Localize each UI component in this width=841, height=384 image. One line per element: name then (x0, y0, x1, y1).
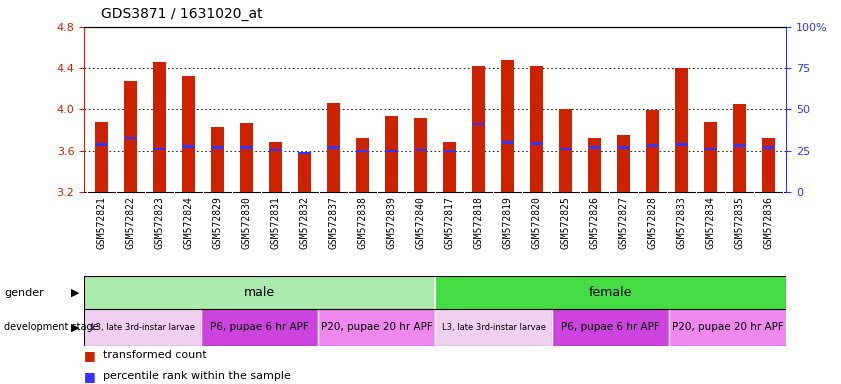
Bar (385, 150, 398, 152)
Bar (269, 149, 282, 151)
Bar (647, 144, 659, 147)
Bar (240, 123, 253, 192)
Text: GSM572833: GSM572833 (677, 196, 687, 249)
Bar (182, 146, 195, 148)
Text: GSM572835: GSM572835 (735, 196, 745, 249)
Text: GDS3871 / 1631020_at: GDS3871 / 1631020_at (101, 7, 262, 21)
Text: GSM572837: GSM572837 (329, 196, 339, 249)
Text: GSM572823: GSM572823 (155, 196, 165, 249)
Text: GSM572817: GSM572817 (445, 196, 455, 249)
Bar (436, 276, 786, 309)
Bar (327, 146, 340, 149)
Bar (84, 309, 201, 346)
Text: GSM572830: GSM572830 (241, 196, 251, 249)
Bar (705, 122, 717, 192)
Bar (501, 141, 514, 144)
Bar (559, 109, 573, 192)
Bar (269, 142, 282, 192)
Bar (436, 309, 553, 346)
Bar (318, 309, 436, 346)
Text: GSM572818: GSM572818 (473, 196, 484, 249)
Text: P20, pupae 20 hr APF: P20, pupae 20 hr APF (320, 322, 432, 333)
Text: L3, late 3rd-instar larvae: L3, late 3rd-instar larvae (91, 323, 194, 332)
Text: GSM572840: GSM572840 (415, 196, 426, 249)
Bar (675, 143, 688, 146)
Text: P20, pupae 20 hr APF: P20, pupae 20 hr APF (672, 322, 784, 333)
Text: GSM572838: GSM572838 (357, 196, 368, 249)
Text: transformed count: transformed count (103, 350, 206, 360)
Text: ■: ■ (84, 349, 100, 362)
Bar (589, 138, 601, 192)
Bar (211, 127, 224, 192)
Bar (211, 146, 224, 149)
Text: gender: gender (4, 288, 44, 298)
Bar (733, 104, 747, 192)
Text: P6, pupae 6 hr APF: P6, pupae 6 hr APF (562, 322, 660, 333)
Bar (531, 66, 543, 192)
Bar (356, 138, 369, 192)
Text: ▶: ▶ (71, 322, 80, 333)
Bar (414, 118, 427, 192)
Text: female: female (589, 286, 632, 299)
Text: GSM572839: GSM572839 (387, 196, 397, 249)
Text: GSM572822: GSM572822 (125, 196, 135, 249)
Bar (95, 122, 108, 192)
Bar (733, 144, 746, 147)
Bar (553, 309, 669, 346)
Text: GSM572826: GSM572826 (590, 196, 600, 249)
Bar (559, 147, 572, 150)
Text: GSM572828: GSM572828 (648, 196, 658, 249)
Bar (357, 150, 369, 152)
Text: GSM572819: GSM572819 (503, 196, 513, 249)
Bar (763, 146, 775, 149)
Bar (675, 68, 689, 192)
Bar (84, 276, 436, 309)
Bar (95, 143, 108, 146)
Bar (201, 309, 318, 346)
Bar (124, 81, 137, 192)
Text: GSM572825: GSM572825 (561, 196, 571, 249)
Bar (669, 309, 786, 346)
Bar (153, 62, 166, 192)
Bar (472, 66, 485, 192)
Text: P6, pupae 6 hr APF: P6, pupae 6 hr APF (210, 322, 309, 333)
Text: GSM572827: GSM572827 (619, 196, 629, 249)
Bar (443, 142, 457, 192)
Bar (617, 135, 631, 192)
Text: ▶: ▶ (71, 288, 80, 298)
Bar (153, 147, 166, 150)
Bar (647, 111, 659, 192)
Text: GSM572821: GSM572821 (97, 196, 107, 249)
Bar (501, 60, 515, 192)
Text: GSM572829: GSM572829 (213, 196, 223, 249)
Bar (124, 137, 137, 139)
Bar (617, 146, 630, 149)
Bar (385, 116, 399, 192)
Bar (415, 149, 427, 151)
Bar (705, 147, 717, 150)
Bar (531, 142, 543, 145)
Text: GSM572824: GSM572824 (183, 196, 193, 249)
Text: male: male (244, 286, 275, 299)
Text: GSM572834: GSM572834 (706, 196, 716, 249)
Text: percentile rank within the sample: percentile rank within the sample (103, 371, 290, 381)
Text: GSM572832: GSM572832 (299, 196, 309, 249)
Bar (182, 76, 195, 192)
Text: development stage: development stage (4, 322, 99, 333)
Text: GSM572836: GSM572836 (764, 196, 774, 249)
Bar (443, 150, 456, 152)
Bar (299, 152, 311, 154)
Text: ■: ■ (84, 370, 100, 383)
Text: GSM572820: GSM572820 (532, 196, 542, 249)
Bar (763, 138, 775, 192)
Bar (473, 123, 485, 125)
Text: GSM572831: GSM572831 (271, 196, 281, 249)
Bar (327, 103, 340, 192)
Text: L3, late 3rd-instar larvae: L3, late 3rd-instar larvae (442, 323, 546, 332)
Bar (589, 146, 601, 149)
Bar (241, 146, 253, 149)
Bar (298, 153, 311, 192)
